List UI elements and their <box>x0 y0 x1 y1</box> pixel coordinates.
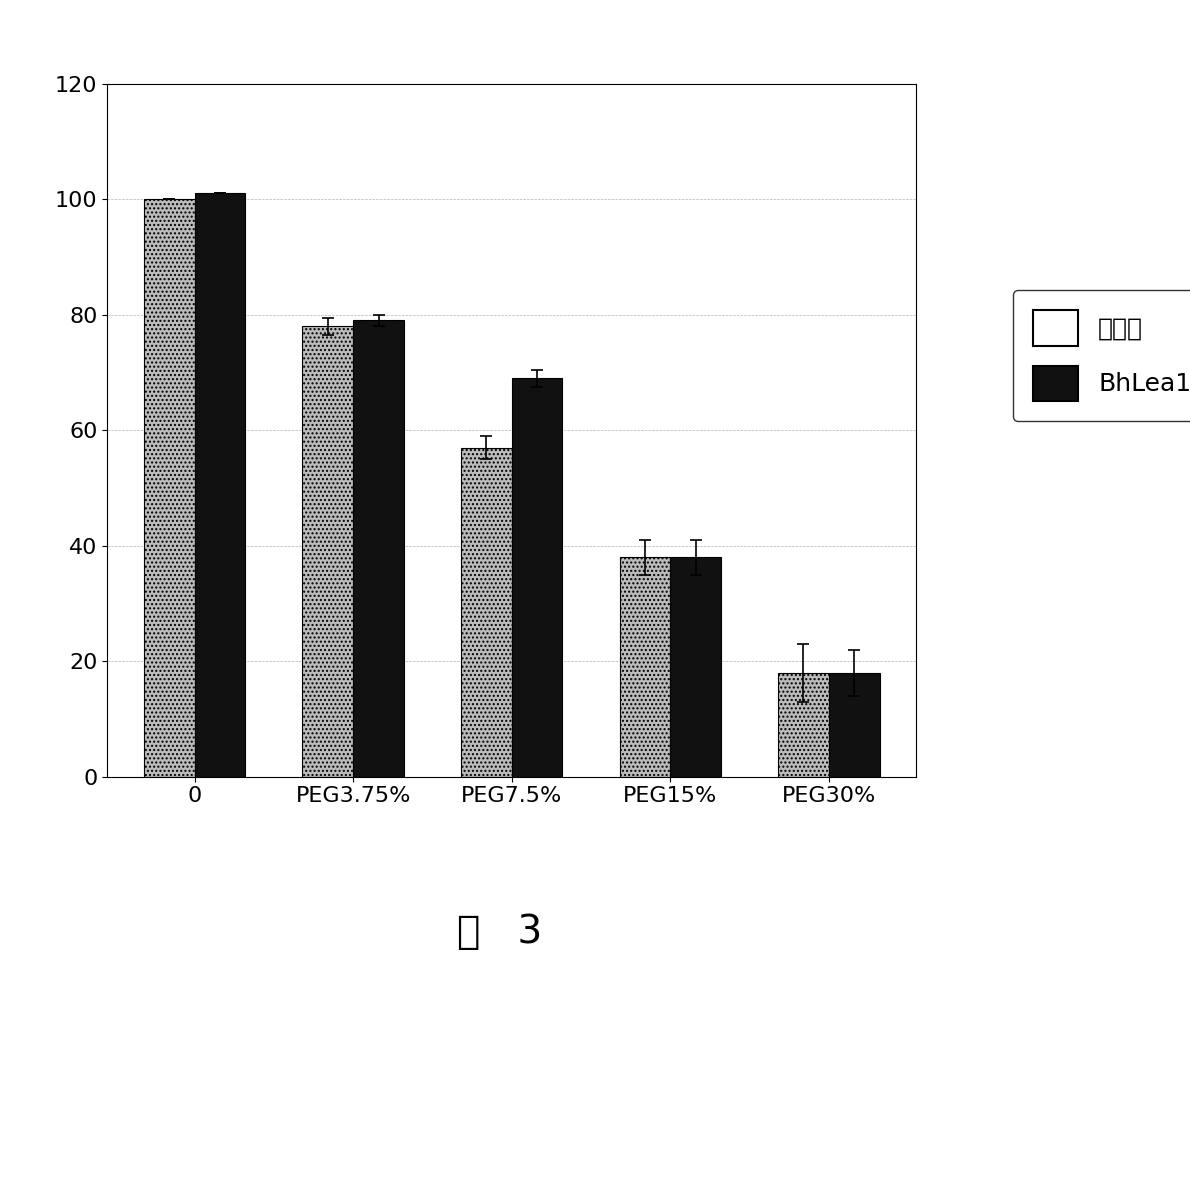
Text: 图   3: 图 3 <box>457 913 543 951</box>
Legend: 空载体, BhLea1: 空载体, BhLea1 <box>1013 290 1190 421</box>
Bar <box>512 378 563 777</box>
Bar <box>670 557 721 777</box>
Bar <box>828 673 879 777</box>
Bar <box>195 194 245 777</box>
Bar <box>353 320 403 777</box>
Bar <box>620 557 670 777</box>
Bar <box>302 326 353 777</box>
Bar <box>778 673 828 777</box>
Bar <box>461 448 512 777</box>
Bar <box>144 200 195 777</box>
